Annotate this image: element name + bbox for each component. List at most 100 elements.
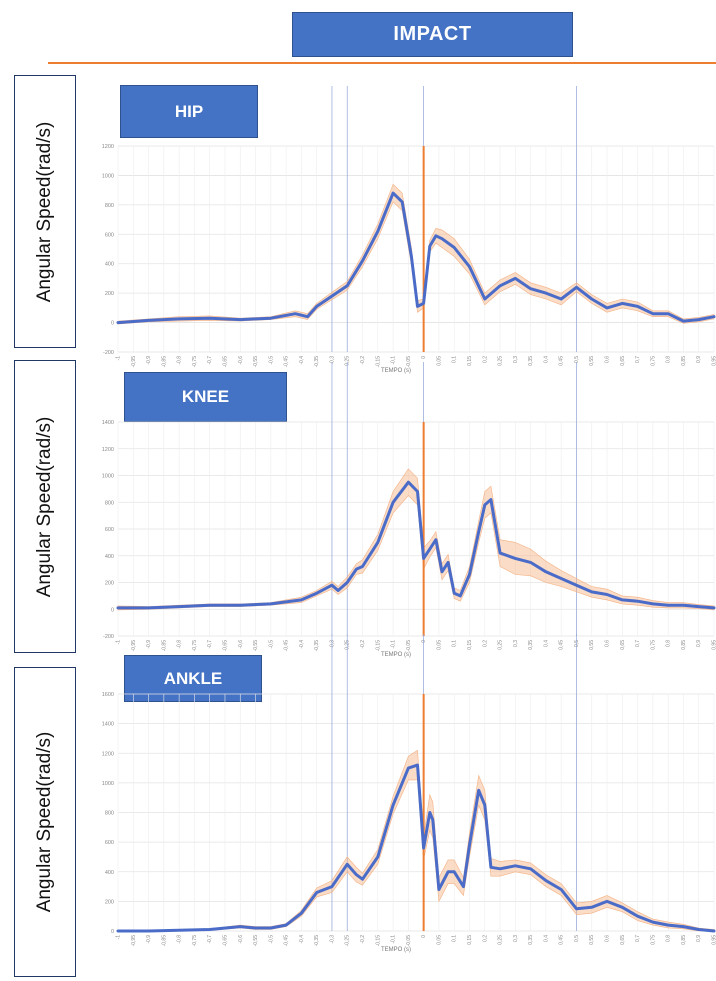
hip-title: HIP: [174, 101, 204, 121]
hip-xtick-label: 0,2: [482, 356, 488, 363]
knee-mean-series-line: [116, 480, 716, 610]
knee-ytick-label: 600: [105, 527, 114, 533]
hip-xtick-label: -0,3: [329, 356, 335, 365]
hip-xtick-label: 0,05: [436, 356, 442, 366]
knee-xtick-label: -0,75: [192, 640, 198, 652]
knee-xtick-label: 0: [421, 640, 427, 643]
header-divider: [48, 62, 716, 64]
knee-ytick-label: 800: [105, 500, 114, 506]
ankle-xtick-label: 0,85: [681, 935, 687, 945]
hip-xtick-label: -0,15: [375, 356, 381, 368]
ankle-ytick-label: 400: [105, 870, 114, 876]
knee-xtick-label: -0,25: [345, 640, 351, 652]
knee-xtick-label: -0,45: [284, 640, 290, 652]
knee-xtick-label: -0,15: [375, 640, 381, 652]
ankle-chart: 0 200 400 600 800 1000 1200 1400 1600 -1 -0,95 -0,9…: [102, 634, 716, 953]
knee-ytick-label: 1200: [102, 447, 114, 453]
hip-xtick-label: 0,15: [467, 356, 473, 366]
knee-xtick-label: -0,1: [391, 640, 397, 649]
knee-xtick-label: -0,35: [314, 640, 320, 652]
ankle-xtick-label: 0,1: [452, 935, 458, 942]
ankle-xtick-label: 0,2: [482, 935, 488, 942]
knee-title-box: KNEE: [124, 372, 287, 422]
hip-xtick-label: -0,8: [177, 356, 183, 365]
hip-xtick-label: 0,6: [605, 356, 611, 363]
hip-xtick-label: 0,45: [559, 356, 565, 366]
knee-xtick-label: -0,8: [177, 640, 183, 649]
hip-xtick-label: -0,45: [284, 356, 290, 368]
ankle-ytick-label: 1600: [102, 692, 114, 698]
hip-xtick-label: -0,5: [268, 356, 274, 365]
knee-xtick-label: -0,7: [207, 640, 213, 649]
ankle-xtick-label: 0,3: [513, 935, 519, 942]
hip-xtick-label: 0,4: [543, 356, 549, 363]
hip-xtick-label: -0,85: [161, 356, 167, 368]
knee-xtick-label: 0,9: [696, 640, 702, 647]
knee-xtick-label: 0,85: [681, 640, 687, 650]
knee-xtick-label: -0,05: [406, 640, 412, 652]
hip-xaxis-label: TEMPO (s): [381, 368, 411, 374]
ankle-xtick-label: -0,8: [177, 935, 183, 944]
ankle-xtick-label: -0,9: [146, 935, 152, 944]
hip-xtick-label: -0,05: [406, 356, 412, 368]
hip-xtick-label: -0,1: [391, 356, 397, 365]
hip-xtick-label: 0,55: [589, 356, 595, 366]
hip-ylabel-box: Angular Speed(rad/s): [14, 75, 76, 348]
ankle-ytick-label: 800: [105, 811, 114, 817]
impact-label-box: IMPACT: [292, 12, 573, 57]
ankle-xtick-label: 0,95: [712, 935, 716, 945]
ankle-xtick-label: -0,95: [131, 935, 137, 947]
hip-xtick-label: 0,25: [498, 356, 504, 366]
knee-xtick-label: -1: [116, 640, 122, 645]
hip-xtick-label: -0,95: [131, 356, 137, 368]
hip-xtick-label: 0,9: [696, 356, 702, 363]
hip-xtick-label: 0,75: [650, 356, 656, 366]
knee-xtick-label: 0,65: [620, 640, 626, 650]
ankle-ytick-label: 600: [105, 840, 114, 846]
ankle-error-band: [117, 749, 715, 932]
hip-xtick-label: -0,65: [222, 356, 228, 368]
ankle-xtick-label: 0,75: [650, 935, 656, 945]
ankle-xtick-label: -0,35: [314, 935, 320, 947]
knee-title: KNEE: [181, 387, 230, 406]
ankle-xtick-label: 0,4: [543, 935, 549, 942]
knee-xtick-label: -0,95: [131, 640, 137, 652]
ankle-xtick-label: 0,05: [436, 935, 442, 945]
knee-ytick-label: 200: [105, 581, 114, 587]
hip-title-box: HIP: [120, 85, 258, 138]
hip-ytick-label: 400: [105, 262, 114, 268]
ankle-xtick-label: -1: [116, 935, 122, 940]
hip-xtick-label: 0,1: [452, 356, 458, 363]
ankle-xtick-label: -0,4: [299, 935, 305, 944]
knee-xtick-label: 0,3: [513, 640, 519, 647]
hip-xtick-label: 0,95: [712, 356, 716, 366]
ankle-xtick-label: -0,3: [329, 935, 335, 944]
ankle-ytick-label: 1000: [102, 781, 114, 787]
ankle-ytick-label: 0: [111, 929, 114, 935]
hip-xtick-label: -0,9: [146, 356, 152, 365]
ankle-xtick-label: -0,25: [345, 935, 351, 947]
ankle-xtick-label: 0,55: [589, 935, 595, 945]
hip-ytick-label: -200: [103, 350, 114, 356]
knee-xtick-label: 0,5: [574, 640, 580, 647]
knee-xtick-label: 0,95: [712, 640, 716, 650]
hip-xtick-label: 0,35: [528, 356, 534, 366]
ankle-xtick-label: 0,8: [666, 935, 672, 942]
knee-xtick-label: -0,6: [238, 640, 244, 649]
ankle-ytick-label: 200: [105, 899, 114, 905]
knee-xtick-label: -0,2: [360, 640, 366, 649]
ankle-xtick-label: -0,7: [207, 935, 213, 944]
ankle-xtick-label: -0,2: [360, 935, 366, 944]
knee-ytick-label: -200: [103, 634, 114, 640]
knee-xaxis-label: TEMPO (s): [381, 652, 411, 658]
ankle-xtick-label: 0,7: [635, 935, 641, 942]
ankle-title: ANKLE: [163, 668, 223, 688]
hip-ytick-label: 0: [111, 321, 114, 327]
ankle-xtick-label: -0,15: [375, 935, 381, 947]
hip-xtick-label: 0: [421, 356, 427, 359]
ankle-xtick-label: -0,6: [238, 935, 244, 944]
ankle-xtick-label: 0,25: [498, 935, 504, 945]
ankle-xtick-label: 0,5: [574, 935, 580, 942]
hip-xtick-label: 0,65: [620, 356, 626, 366]
knee-ytick-label: 1400: [102, 420, 114, 426]
